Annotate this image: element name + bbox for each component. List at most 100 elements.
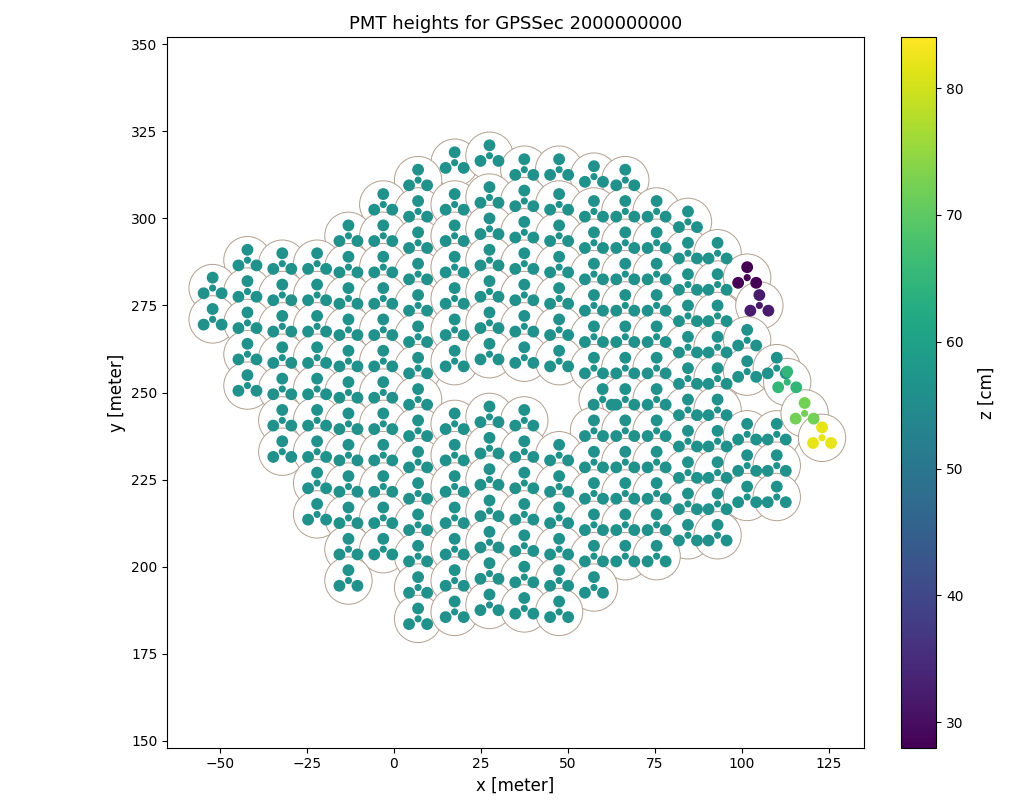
Circle shape [312,311,322,321]
Circle shape [294,334,340,382]
Circle shape [536,526,582,573]
Circle shape [651,322,661,331]
Circle shape [820,435,825,441]
Circle shape [685,532,691,538]
Circle shape [394,438,442,486]
Circle shape [452,358,458,364]
Circle shape [757,303,762,309]
Circle shape [378,408,388,419]
Circle shape [653,428,659,433]
Circle shape [692,441,702,452]
Circle shape [715,313,720,319]
Circle shape [528,326,539,337]
Circle shape [486,226,492,232]
Circle shape [570,250,618,298]
Circle shape [415,553,421,559]
Circle shape [294,491,340,538]
Circle shape [303,358,313,368]
Circle shape [772,352,782,363]
Circle shape [353,518,363,528]
Circle shape [745,432,750,437]
Circle shape [579,556,591,567]
Circle shape [742,325,753,335]
Circle shape [651,509,661,520]
Circle shape [721,535,731,546]
Circle shape [528,232,539,243]
Circle shape [600,397,606,403]
Circle shape [233,386,244,396]
Circle shape [598,525,608,535]
Circle shape [466,518,514,566]
Circle shape [360,494,407,542]
Circle shape [536,432,582,479]
Circle shape [620,446,630,457]
Circle shape [607,399,617,410]
Circle shape [721,254,731,263]
Circle shape [233,323,244,333]
Circle shape [360,212,407,259]
Circle shape [500,334,548,382]
Circle shape [602,220,649,266]
Circle shape [536,557,582,604]
Circle shape [545,612,555,622]
Circle shape [394,501,442,548]
Circle shape [683,394,693,405]
Circle shape [314,417,320,424]
Circle shape [629,463,639,472]
Circle shape [629,556,639,567]
Circle shape [381,296,386,301]
Circle shape [620,290,630,301]
Circle shape [511,546,521,556]
Circle shape [466,330,514,378]
Circle shape [450,314,460,325]
Circle shape [459,299,469,309]
Circle shape [579,493,591,504]
Circle shape [294,459,340,507]
Circle shape [312,373,322,384]
Circle shape [660,211,671,222]
Circle shape [334,455,344,466]
Circle shape [353,424,363,434]
Circle shape [633,438,681,486]
Circle shape [493,229,503,239]
Circle shape [653,397,659,403]
Circle shape [334,487,344,497]
Circle shape [692,254,702,263]
Circle shape [545,267,555,278]
Circle shape [622,209,628,215]
Circle shape [452,452,458,458]
Circle shape [353,299,363,309]
Circle shape [303,326,313,337]
Circle shape [620,352,630,363]
Circle shape [589,290,599,301]
Circle shape [486,194,492,200]
Circle shape [642,463,652,472]
Circle shape [486,571,492,577]
Circle shape [394,313,442,360]
Circle shape [484,307,494,318]
Circle shape [589,509,599,520]
Circle shape [345,390,352,395]
Circle shape [387,518,397,528]
Circle shape [413,258,423,269]
Circle shape [450,596,460,607]
Circle shape [321,326,331,337]
Circle shape [394,220,442,266]
Circle shape [466,174,514,221]
Circle shape [404,211,414,222]
Circle shape [286,358,297,368]
Circle shape [378,252,388,262]
Circle shape [528,546,539,556]
Circle shape [556,609,562,615]
Circle shape [511,358,521,368]
Circle shape [303,295,313,305]
Circle shape [360,369,407,416]
Circle shape [413,416,423,425]
Circle shape [466,582,514,629]
Circle shape [421,525,433,535]
Circle shape [591,334,597,339]
Circle shape [733,278,744,288]
Circle shape [545,581,555,591]
Circle shape [484,140,494,151]
Circle shape [500,146,548,194]
